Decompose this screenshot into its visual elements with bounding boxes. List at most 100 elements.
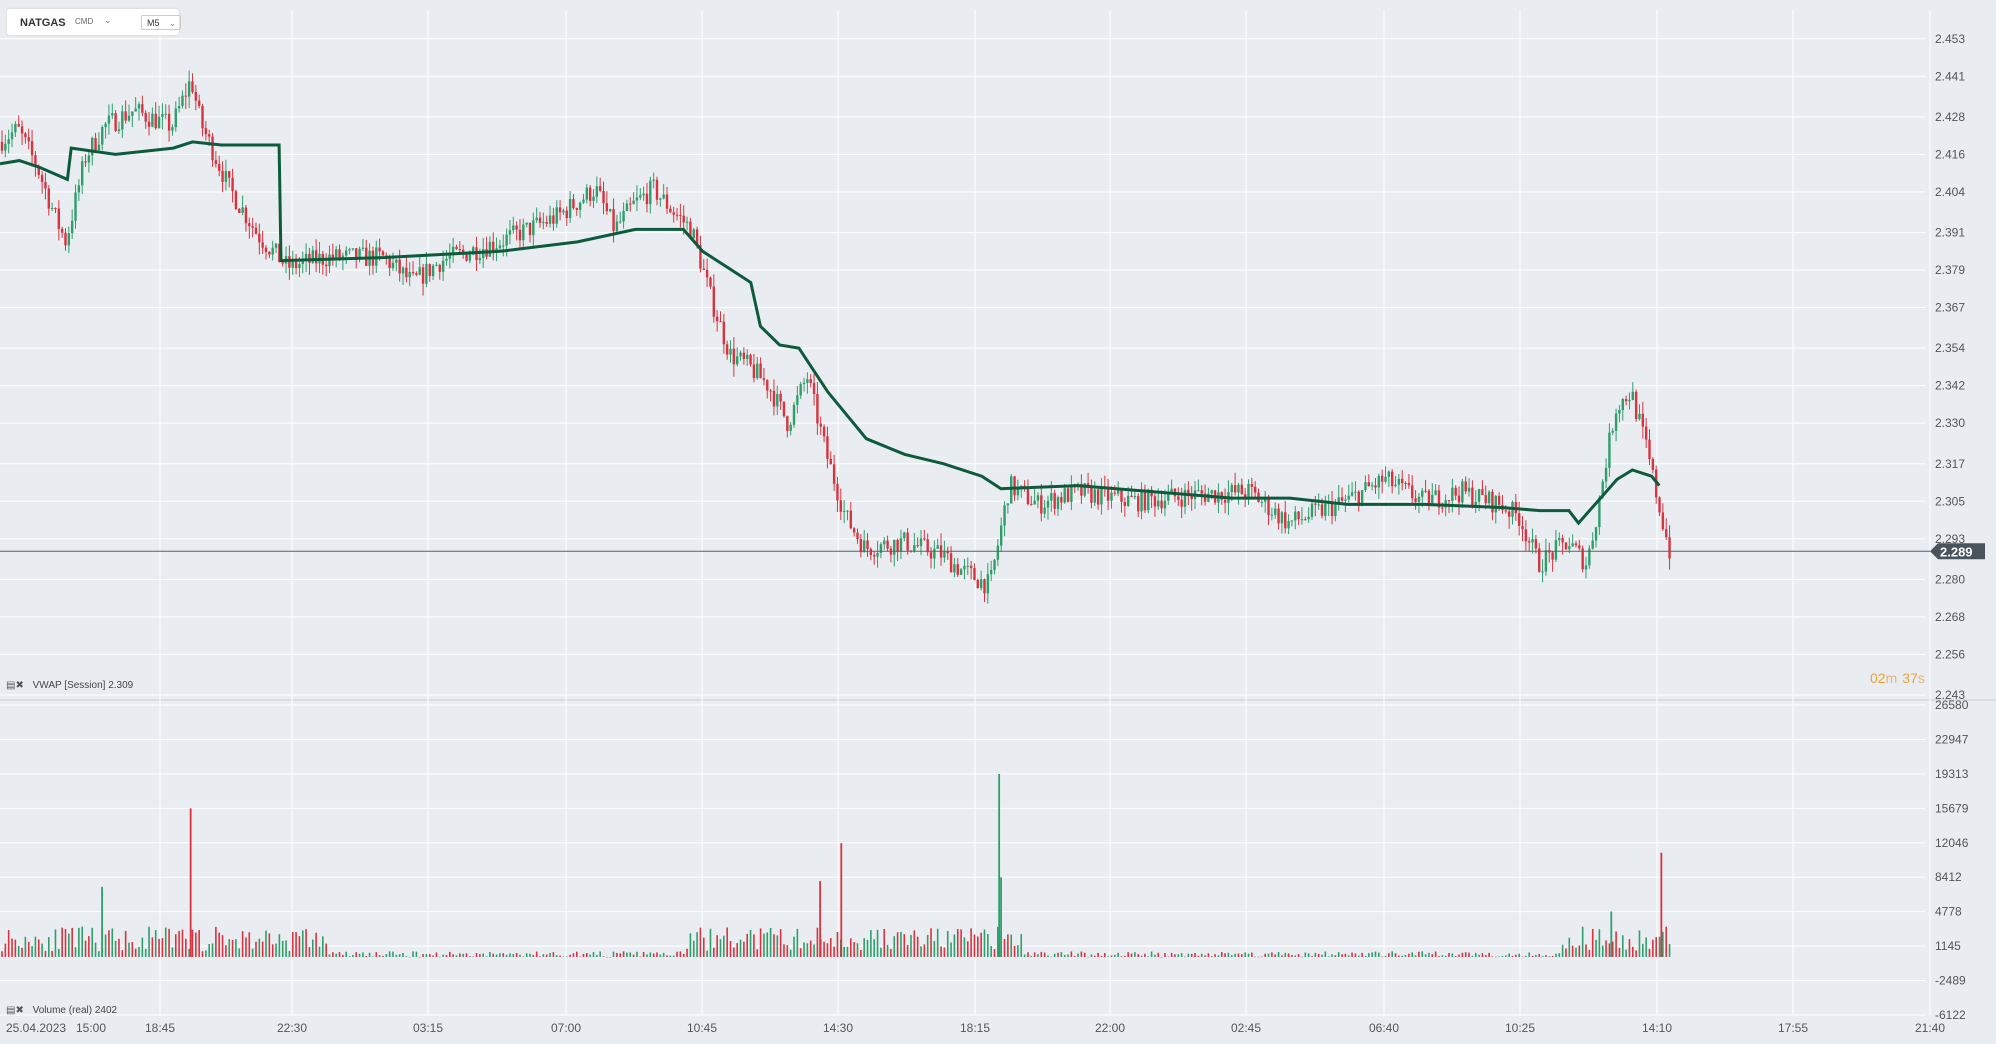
candle-body bbox=[645, 193, 649, 205]
volume-bar bbox=[1177, 954, 1180, 957]
candle-body bbox=[334, 249, 338, 259]
volume-bar bbox=[682, 953, 685, 957]
candle-body bbox=[799, 384, 802, 396]
price-tick-label: 2.330 bbox=[1935, 416, 1965, 430]
volume-bar bbox=[1030, 955, 1033, 957]
candle-body bbox=[1130, 495, 1133, 498]
volume-bar bbox=[913, 930, 916, 957]
time-tick-label: 02:45 bbox=[1231, 1021, 1261, 1035]
volume-bar bbox=[1180, 953, 1183, 957]
volume-bar bbox=[1174, 954, 1176, 957]
symbol-name[interactable]: NATGAS bbox=[20, 17, 66, 29]
candle-body bbox=[989, 569, 993, 575]
candle-body bbox=[792, 404, 796, 425]
chevron-down-icon[interactable]: ⌄ bbox=[104, 15, 112, 25]
volume-bar bbox=[1652, 939, 1654, 957]
volume-bar bbox=[1254, 956, 1256, 958]
candle-body bbox=[1140, 489, 1143, 512]
candle-body bbox=[1491, 491, 1494, 513]
candle-body bbox=[1010, 476, 1013, 504]
time-tick-label: 21:40 bbox=[1915, 1021, 1945, 1035]
volume-bar bbox=[1214, 954, 1216, 957]
volume-bar bbox=[1642, 943, 1644, 957]
candle-body bbox=[876, 552, 879, 557]
volume-bar bbox=[619, 953, 622, 957]
indicator-settings-icon[interactable]: ▤✖ bbox=[6, 680, 24, 691]
volume-tick-label: 1145 bbox=[1935, 939, 1961, 953]
volume-bar bbox=[1251, 952, 1253, 957]
time-tick-label: 15:00 bbox=[76, 1021, 106, 1035]
volume-bar bbox=[592, 952, 595, 957]
candle-body bbox=[1578, 545, 1581, 549]
candle-body bbox=[1086, 483, 1090, 486]
vwap-indicator-label[interactable]: ▤✖ VWAP [Session] 2.309 bbox=[6, 680, 133, 691]
volume-bar bbox=[124, 930, 127, 957]
candle-body bbox=[314, 250, 318, 264]
candle-body bbox=[1551, 552, 1554, 560]
volume-tick-label: -2489 bbox=[1935, 974, 1966, 988]
volume-bar bbox=[27, 941, 30, 957]
volume-bar bbox=[1541, 956, 1544, 957]
volume-bar bbox=[1441, 955, 1444, 957]
volume-bar bbox=[753, 934, 755, 957]
candle-body bbox=[1377, 475, 1381, 488]
volume-bar bbox=[1200, 953, 1203, 957]
timeframe-select[interactable]: M5 ⌄ bbox=[141, 15, 181, 30]
volume-bar bbox=[1314, 952, 1317, 957]
volume-bar bbox=[652, 953, 655, 957]
volume-bar bbox=[482, 953, 485, 957]
volume-bar bbox=[1658, 936, 1661, 957]
volume-bar bbox=[1247, 953, 1250, 957]
volume-bar bbox=[1548, 956, 1551, 957]
candle-body bbox=[1013, 476, 1016, 496]
candle-body bbox=[819, 423, 822, 427]
volume-bar bbox=[686, 948, 688, 957]
volume-bar bbox=[696, 932, 698, 957]
volume-bar bbox=[998, 774, 1001, 957]
candle-body bbox=[1324, 503, 1327, 516]
candle-body bbox=[421, 267, 425, 284]
candle-body bbox=[157, 116, 161, 129]
candle-body bbox=[298, 264, 301, 269]
time-axis[interactable]: 25.04.2023 15:00 18:45 22:30 03:15 07:00 10:45… bbox=[6, 1021, 1945, 1035]
candle-body bbox=[1267, 497, 1270, 516]
candle-body bbox=[445, 258, 448, 261]
volume-bar bbox=[1608, 943, 1611, 957]
candle-body bbox=[1210, 490, 1213, 494]
volume-bar bbox=[826, 943, 829, 957]
volume-bar bbox=[241, 931, 244, 957]
volume-bar bbox=[509, 953, 511, 957]
candle-body bbox=[959, 569, 963, 575]
volume-bar bbox=[906, 944, 909, 957]
volume-bar bbox=[1130, 953, 1133, 957]
volume-axis[interactable]: 26580 22947 19313 15679 12046 8412 4778 1145 -24… bbox=[1935, 698, 1969, 1022]
candle-body bbox=[929, 552, 933, 559]
indicator-settings-icon[interactable]: ▤✖ bbox=[6, 1005, 24, 1016]
candle-body bbox=[1160, 500, 1163, 509]
volume-bar bbox=[1050, 956, 1053, 958]
volume-bar bbox=[1588, 949, 1591, 957]
candle-body bbox=[34, 155, 37, 167]
volume-indicator-label[interactable]: ▤✖ Volume (real) 2402 bbox=[6, 1005, 117, 1016]
candle-body bbox=[966, 565, 969, 567]
candle-body bbox=[261, 242, 264, 248]
volume-bar bbox=[1401, 955, 1404, 957]
volume-bar bbox=[1073, 956, 1076, 957]
volume-bar bbox=[345, 951, 348, 957]
candle-body bbox=[107, 115, 111, 124]
current-price-tag bbox=[1930, 543, 1985, 560]
price-axis[interactable]: 2.453 2.441 2.428 2.416 2.404 2.391 2.379 2.367… bbox=[1935, 32, 1965, 702]
candle-body bbox=[77, 185, 81, 193]
symbol-selector[interactable]: NATGAS CMD ⌄ M5 ⌄ bbox=[7, 9, 181, 35]
candle-body bbox=[345, 250, 348, 256]
volume-bar bbox=[1398, 955, 1400, 957]
volume-bar bbox=[505, 954, 508, 957]
candle-body bbox=[324, 264, 328, 267]
volume-bar bbox=[47, 937, 50, 957]
candle-body bbox=[1487, 491, 1491, 504]
volume-bar bbox=[1037, 954, 1039, 957]
candle-body bbox=[1357, 491, 1360, 505]
candle-body bbox=[234, 191, 238, 210]
volume-bar bbox=[532, 955, 535, 957]
